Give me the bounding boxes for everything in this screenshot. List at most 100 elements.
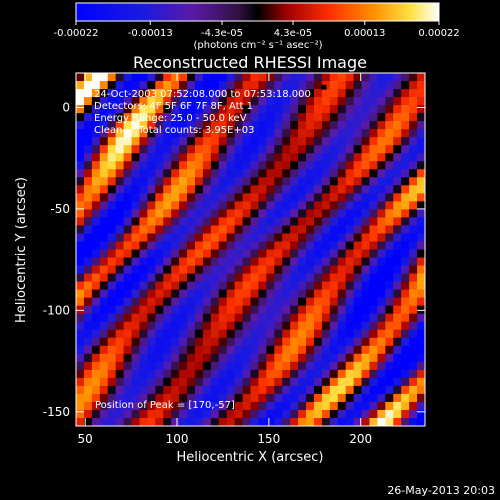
heatmap-cell xyxy=(274,353,283,363)
heatmap-cell xyxy=(147,145,156,154)
heatmap-cell xyxy=(290,89,299,98)
heatmap-cell xyxy=(83,89,93,98)
heatmap-cell xyxy=(298,201,307,210)
heatmap-cell xyxy=(226,225,236,235)
heatmap-cell xyxy=(218,249,228,259)
heatmap-cell xyxy=(210,185,220,194)
heatmap-cell xyxy=(210,153,220,162)
heatmap-cell xyxy=(115,97,125,106)
heatmap-cell xyxy=(179,153,188,162)
heatmap-cell xyxy=(393,153,402,162)
heatmap-cell xyxy=(76,169,85,178)
heatmap-cell xyxy=(234,329,244,339)
heatmap-cell xyxy=(91,241,101,251)
heatmap-cell xyxy=(155,417,164,426)
heatmap-cell xyxy=(83,137,93,146)
heatmap-cell xyxy=(337,249,347,259)
heatmap-cell xyxy=(210,377,220,387)
heatmap-cell xyxy=(234,393,244,403)
heatmap-cell xyxy=(242,113,252,122)
heatmap-cell xyxy=(171,281,180,291)
heatmap-cell xyxy=(234,161,244,170)
heatmap-cell xyxy=(210,225,220,235)
heatmap-cell xyxy=(107,137,117,146)
heatmap-cell xyxy=(282,233,291,243)
heatmap-cell xyxy=(163,241,172,251)
heatmap-cell xyxy=(202,81,212,90)
heatmap-cell xyxy=(361,169,371,178)
heatmap-cell xyxy=(234,217,244,227)
heatmap-cell xyxy=(210,169,220,178)
heatmap-cell xyxy=(401,161,410,170)
heatmap-cell xyxy=(234,241,244,251)
heatmap-cell xyxy=(393,305,402,315)
heatmap-cell xyxy=(83,329,93,339)
heatmap-cell xyxy=(313,209,323,219)
heatmap-cell xyxy=(234,89,244,98)
heatmap-cell xyxy=(147,273,156,283)
heatmap-cell xyxy=(353,185,363,194)
heatmap-cell xyxy=(313,345,323,355)
heatmap-cell xyxy=(99,345,109,355)
heatmap-cell xyxy=(377,89,386,98)
heatmap-cell xyxy=(83,225,93,235)
heatmap-cell xyxy=(139,273,148,283)
heatmap-cell xyxy=(274,105,283,114)
heatmap-cell xyxy=(393,105,402,114)
heatmap-cell xyxy=(369,97,379,106)
heatmap-cell xyxy=(147,153,156,162)
heatmap-cell xyxy=(290,97,299,106)
heatmap-cell xyxy=(329,193,339,202)
heatmap-cell xyxy=(321,273,331,283)
heatmap-cell xyxy=(385,329,394,339)
heatmap-cell xyxy=(266,321,275,331)
heatmap-cell xyxy=(250,225,260,235)
heatmap-cell xyxy=(345,241,355,251)
heatmap-cell xyxy=(242,377,252,387)
heatmap-cell xyxy=(329,297,339,307)
heatmap-cell xyxy=(258,137,267,146)
colorbar-ticks: -0.00022 -0.00013 -4.3e-05 4.3e-05 0.00013 0.… xyxy=(54,21,460,39)
heatmap-cell xyxy=(242,313,252,323)
heatmap-cell xyxy=(242,169,252,178)
heatmap-cell xyxy=(290,345,299,355)
heatmap-cell xyxy=(306,329,315,339)
heatmap-cell xyxy=(187,281,196,291)
heatmap-cell xyxy=(393,217,402,227)
heatmap-cell xyxy=(321,193,331,202)
heatmap-cell xyxy=(202,313,212,323)
heatmap xyxy=(76,73,425,426)
heatmap-cell xyxy=(377,417,386,426)
heatmap-cell xyxy=(99,185,109,194)
heatmap-cell xyxy=(194,257,204,267)
heatmap-cell xyxy=(385,361,394,371)
heatmap-cell xyxy=(258,89,267,98)
heatmap-cell xyxy=(290,313,299,323)
heatmap-cell xyxy=(187,113,196,122)
heatmap-cell xyxy=(258,369,267,379)
heatmap-cell xyxy=(242,105,252,114)
heatmap-cell xyxy=(115,417,125,426)
heatmap-cell xyxy=(337,361,347,371)
heatmap-cell xyxy=(329,377,339,387)
heatmap-cell xyxy=(345,257,355,267)
heatmap-cell xyxy=(250,121,260,130)
heatmap-cell xyxy=(306,209,315,219)
heatmap-cell xyxy=(266,137,275,146)
heatmap-cell xyxy=(218,369,228,379)
heatmap-cell xyxy=(91,289,101,299)
heatmap-cell xyxy=(282,289,291,299)
heatmap-cell xyxy=(361,113,371,122)
heatmap-cell xyxy=(385,257,394,267)
heatmap-cell xyxy=(290,265,299,275)
heatmap-cell xyxy=(115,193,125,202)
heatmap-cell xyxy=(266,193,275,202)
heatmap-cell xyxy=(226,297,236,307)
heatmap-cell xyxy=(107,105,117,114)
heatmap-cell xyxy=(234,185,244,194)
heatmap-cell xyxy=(147,169,156,178)
heatmap-cell xyxy=(282,193,291,202)
heatmap-cell xyxy=(139,393,148,403)
heatmap-cell xyxy=(409,193,418,202)
heatmap-cell xyxy=(353,97,363,106)
